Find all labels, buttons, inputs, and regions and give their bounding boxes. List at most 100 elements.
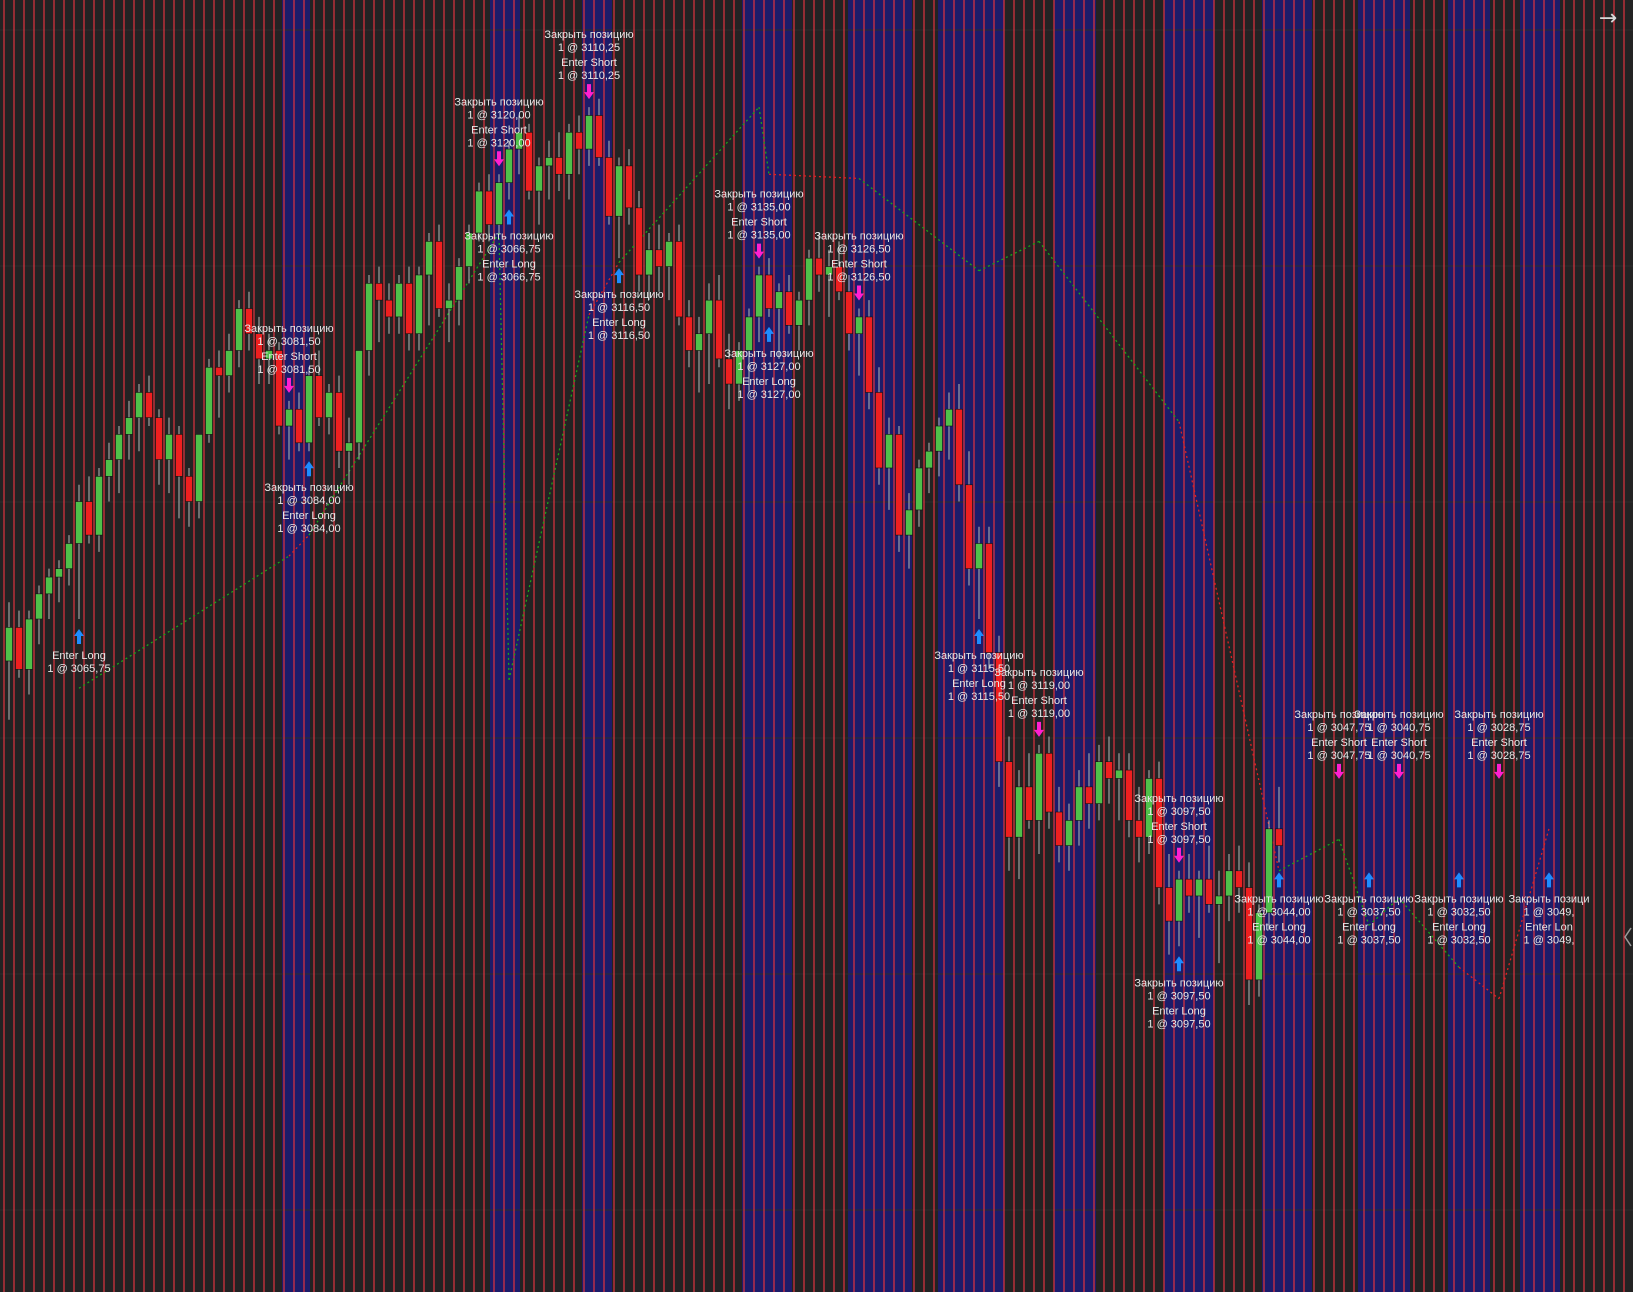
candle-down <box>595 115 603 158</box>
candle-up <box>515 132 523 150</box>
chevron-left-icon[interactable] <box>1623 924 1633 950</box>
execution-label: Закрыть позицию <box>714 189 803 201</box>
execution-fill: 1 @ 3126,50 <box>827 272 890 284</box>
buy-arrow-icon <box>1174 956 1184 972</box>
candle-down <box>995 652 1003 762</box>
candle-up <box>1215 895 1223 905</box>
candle-up <box>1175 878 1183 922</box>
trade-connector-lines <box>78 106 1550 1000</box>
candle-up <box>65 543 73 569</box>
trade-connector <box>978 240 1040 272</box>
vertical-bar-grid <box>3 0 1625 1292</box>
execution-label: Enter Long <box>952 678 1006 690</box>
execution-label: Закрыть позицию <box>1234 893 1323 905</box>
execution-fill: 1 @ 3047,75 <box>1307 722 1370 734</box>
candle-down <box>685 316 693 351</box>
execution-label: Закрыть позицию <box>934 650 1023 662</box>
arrow-right-icon[interactable]: → <box>1598 6 1618 31</box>
candle-down <box>255 333 263 360</box>
candle-up <box>75 501 83 544</box>
execution-fill: 1 @ 3040,75 <box>1367 750 1430 762</box>
candle-up <box>945 408 953 427</box>
candle-up <box>1065 820 1073 846</box>
execution-label: Enter Short <box>1311 737 1367 749</box>
execution-fill: 1 @ 3135,00 <box>727 202 790 214</box>
candle-down <box>875 392 883 469</box>
execution-fill: 1 @ 3028,75 <box>1467 722 1530 734</box>
candle-up <box>905 509 913 536</box>
session-band <box>1054 0 1096 1292</box>
candle-up <box>935 425 943 452</box>
buy-arrow-icon <box>764 326 774 342</box>
candle-down <box>1085 786 1093 804</box>
sell-arrow-icon <box>284 377 294 393</box>
candle-up <box>915 467 923 511</box>
candle-down <box>485 190 493 225</box>
candle-down <box>1185 878 1193 897</box>
execution-fill: 1 @ 3115,50 <box>948 691 1010 703</box>
candle-up <box>55 568 63 578</box>
candle-up <box>125 417 133 435</box>
sell-arrow-icon <box>754 243 764 259</box>
candle-down <box>1045 752 1053 813</box>
candle-up <box>755 274 763 318</box>
candle-down <box>625 165 633 209</box>
execution-fill: 1 @ 3097,50 <box>1147 1018 1210 1030</box>
candle-down <box>15 627 23 670</box>
execution-label: Enter Short <box>1371 737 1427 749</box>
execution-label: Закрыть позицию <box>244 323 333 335</box>
candle-up <box>1225 870 1233 897</box>
execution-fill: 1 @ 3044,00 <box>1247 934 1310 946</box>
candle-down <box>215 366 223 376</box>
candle-down <box>145 392 153 418</box>
execution-fill: 1 @ 3135,00 <box>727 230 790 242</box>
execution-fill: 1 @ 3044,00 <box>1247 906 1310 918</box>
execution-fill: 1 @ 3040,75 <box>1367 722 1430 734</box>
candle-up <box>425 241 433 276</box>
candle-down <box>955 408 963 486</box>
sell-arrow-icon <box>1494 763 1504 779</box>
trade-connector <box>1038 241 1180 423</box>
candle-up <box>545 157 553 167</box>
candle-down <box>895 434 903 536</box>
candle-down <box>1135 820 1143 838</box>
candle-up <box>35 593 43 620</box>
candle-up <box>395 283 403 318</box>
candle-up <box>1255 912 1263 981</box>
execution-fill: 1 @ 3066,75 <box>477 271 540 283</box>
candle-up <box>105 459 113 477</box>
execution-label: Enter Short <box>831 259 887 271</box>
candle-down <box>245 308 253 335</box>
execution-label: Закрыть позицию <box>574 289 663 301</box>
candle-up <box>95 476 103 536</box>
candle-down <box>315 375 323 418</box>
execution-fill: 1 @ 3097,50 <box>1147 806 1210 818</box>
execution-fill: 1 @ 3084,00 <box>277 495 340 507</box>
session-band <box>1164 0 1214 1292</box>
buy-arrow-icon <box>1544 872 1554 888</box>
candle-up <box>1145 778 1153 838</box>
candle-down <box>675 241 683 318</box>
candle-down <box>1125 769 1133 821</box>
sell-arrow-icon <box>1394 763 1404 779</box>
trade-connector <box>588 262 620 316</box>
candle-up <box>1035 752 1043 821</box>
session-band <box>1448 0 1490 1292</box>
candle-up <box>925 450 933 469</box>
execution-label: Enter Short <box>471 124 527 136</box>
candle-down <box>1105 761 1113 779</box>
candle-up <box>825 266 833 276</box>
execution-label: Enter Short <box>1151 821 1207 833</box>
execution-label: Enter Short <box>731 217 787 229</box>
candle-up <box>665 241 673 267</box>
execution-label: Закрыть позицию <box>814 231 903 243</box>
sell-arrow-icon <box>1174 847 1184 863</box>
candle-down <box>435 241 443 309</box>
execution-label: Enter Short <box>1011 695 1067 707</box>
candle-up <box>975 543 983 569</box>
buy-arrow-icon <box>1274 872 1284 888</box>
candle-up <box>795 299 803 326</box>
candle-up <box>885 434 893 469</box>
